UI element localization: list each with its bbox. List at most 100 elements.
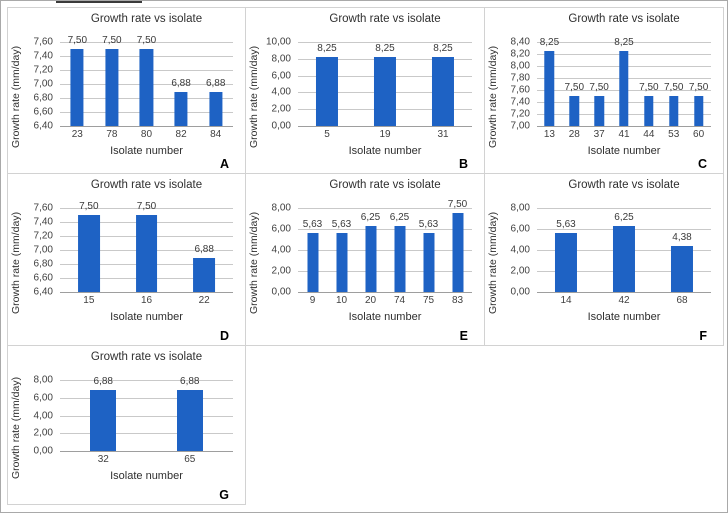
bar-slot: 7,50 bbox=[95, 35, 130, 126]
y-tick-label: 7,40 bbox=[510, 96, 530, 108]
x-tick-label: 22 bbox=[198, 295, 210, 306]
chart-panel-f: Growth rate vs isolate Growth rate (mm/d… bbox=[485, 174, 724, 346]
x-tick-label: 82 bbox=[175, 129, 187, 140]
bar bbox=[364, 226, 377, 292]
y-tick-label: 0,00 bbox=[510, 286, 530, 298]
y-tick-label: 8,40 bbox=[510, 36, 530, 48]
y-tick-label: 7,60 bbox=[33, 36, 53, 48]
bar-slot: 8,25 bbox=[537, 37, 562, 126]
y-tick-label: 8,00 bbox=[510, 202, 530, 214]
data-label: 6,88 bbox=[93, 375, 113, 387]
x-axis-label: Isolate number bbox=[110, 311, 183, 323]
bar bbox=[594, 96, 604, 126]
y-tick-label: 7,00 bbox=[510, 120, 530, 132]
y-tick-label: 7,00 bbox=[33, 244, 53, 256]
data-label: 5,63 bbox=[331, 218, 352, 230]
x-axis-ticks: 13 28 37 41 44 53 60 bbox=[537, 129, 711, 140]
y-tick-label: 6,40 bbox=[33, 120, 53, 132]
gridline bbox=[298, 250, 472, 251]
y-tick-label: 4,00 bbox=[271, 244, 291, 256]
x-tick-label: 16 bbox=[140, 295, 153, 306]
chart-panel-b: Growth rate vs isolate Growth rate (mm/d… bbox=[246, 8, 485, 174]
x-tick-label: 5 bbox=[324, 129, 330, 140]
y-tick-label: 6,00 bbox=[271, 70, 291, 82]
bar-slot: 8,25 bbox=[612, 37, 637, 126]
bar bbox=[451, 213, 464, 292]
chart-title: Growth rate vs isolate bbox=[329, 179, 441, 191]
x-tick-label: 75 bbox=[422, 295, 435, 306]
bar-slot: 7,50 bbox=[60, 35, 95, 126]
bar bbox=[693, 96, 704, 126]
bar bbox=[139, 49, 154, 126]
bars-container: 8,25 8,25 8,25 bbox=[298, 42, 472, 126]
plot-area: 5,63 5,63 6,25 6,25 5,63 7,50 bbox=[298, 199, 472, 293]
scan-artifact-line bbox=[56, 1, 142, 3]
y-tick-label: 2,00 bbox=[510, 265, 530, 277]
bar-slot: 8,25 bbox=[414, 42, 472, 126]
data-label: 5,63 bbox=[556, 218, 576, 230]
data-label: 7,50 bbox=[589, 82, 609, 93]
y-tick-label: 2,00 bbox=[33, 427, 53, 439]
plot-area: 6,88 6,88 bbox=[60, 376, 233, 452]
x-axis-label: Isolate number bbox=[587, 311, 661, 323]
y-axis-ticks: 7,60 7,40 7,20 7,00 6,80 6,60 6,40 bbox=[22, 203, 57, 298]
data-label: 7,50 bbox=[564, 82, 585, 93]
y-axis-label: Growth rate (mm/day) bbox=[10, 376, 22, 480]
gridline bbox=[60, 415, 233, 417]
gridline bbox=[60, 433, 233, 435]
y-axis-label: Growth rate (mm/day) bbox=[248, 211, 260, 315]
x-tick-label: 53 bbox=[668, 129, 680, 140]
plot-area: 7,50 7,50 7,50 6,88 6,88 bbox=[60, 35, 233, 127]
gridline bbox=[298, 229, 472, 230]
y-axis-ticks: 7,60 7,40 7,20 7,00 6,80 6,60 6,40 bbox=[22, 37, 57, 132]
bar bbox=[105, 49, 119, 126]
y-axis-ticks: 8,00 6,00 4,00 2,00 0,00 bbox=[260, 203, 295, 298]
y-tick-label: 6,80 bbox=[33, 92, 53, 104]
gridline bbox=[60, 42, 233, 43]
data-label: 4,38 bbox=[672, 232, 692, 244]
chart-panel-e: Growth rate vs isolate Growth rate (mm/d… bbox=[246, 174, 485, 346]
x-tick-label: 74 bbox=[393, 295, 406, 306]
x-tick-label: 13 bbox=[543, 129, 555, 140]
data-label: 6,25 bbox=[360, 212, 381, 224]
panel-letter: B bbox=[458, 157, 468, 171]
y-tick-label: 10,00 bbox=[265, 36, 291, 48]
bar-slot: 7,50 bbox=[118, 201, 176, 292]
x-tick-label: 14 bbox=[560, 295, 572, 306]
y-tick-label: 4,00 bbox=[33, 410, 53, 421]
chart-panel-a: Growth rate vs isolate Growth rate (mm/d… bbox=[8, 8, 246, 174]
chart-grid: Growth rate vs isolate Growth rate (mm/d… bbox=[7, 7, 724, 505]
x-axis-ticks: 5 19 31 bbox=[298, 129, 472, 140]
bar bbox=[176, 389, 203, 451]
bar bbox=[569, 96, 579, 126]
chart-title: Growth rate vs isolate bbox=[90, 13, 203, 25]
panel-letter: G bbox=[219, 488, 229, 502]
y-tick-label: 8,00 bbox=[510, 60, 530, 72]
data-label: 7,50 bbox=[67, 35, 88, 46]
data-label: 7,50 bbox=[663, 82, 684, 93]
plot-area: 8,25 8,25 8,25 bbox=[298, 42, 472, 127]
bar bbox=[670, 246, 694, 292]
x-tick-label: 41 bbox=[618, 129, 630, 140]
data-label: 8,25 bbox=[375, 42, 395, 54]
data-label: 6,25 bbox=[389, 212, 410, 224]
panel-letter: D bbox=[219, 329, 229, 343]
bars-container: 7,50 7,50 7,50 6,88 6,88 bbox=[60, 35, 233, 126]
gridline bbox=[60, 397, 233, 399]
y-tick-label: 6,60 bbox=[33, 272, 53, 284]
y-axis-ticks: 8,00 6,00 4,00 2,00 0,00 bbox=[499, 203, 534, 298]
bar-slot: 6,25 bbox=[356, 208, 385, 292]
bar bbox=[193, 258, 216, 292]
bar bbox=[209, 92, 223, 126]
bar bbox=[612, 226, 636, 292]
bar bbox=[393, 226, 406, 292]
y-tick-label: 6,80 bbox=[33, 258, 53, 270]
bar-slot: 7,50 bbox=[60, 201, 118, 292]
data-label: 6,25 bbox=[614, 212, 634, 224]
y-axis-label: Growth rate (mm/day) bbox=[10, 211, 22, 315]
bar-slot: 8,25 bbox=[298, 42, 356, 126]
y-tick-label: 0,00 bbox=[33, 445, 53, 457]
x-tick-label: 80 bbox=[140, 129, 153, 140]
data-label: 5,63 bbox=[302, 218, 323, 230]
